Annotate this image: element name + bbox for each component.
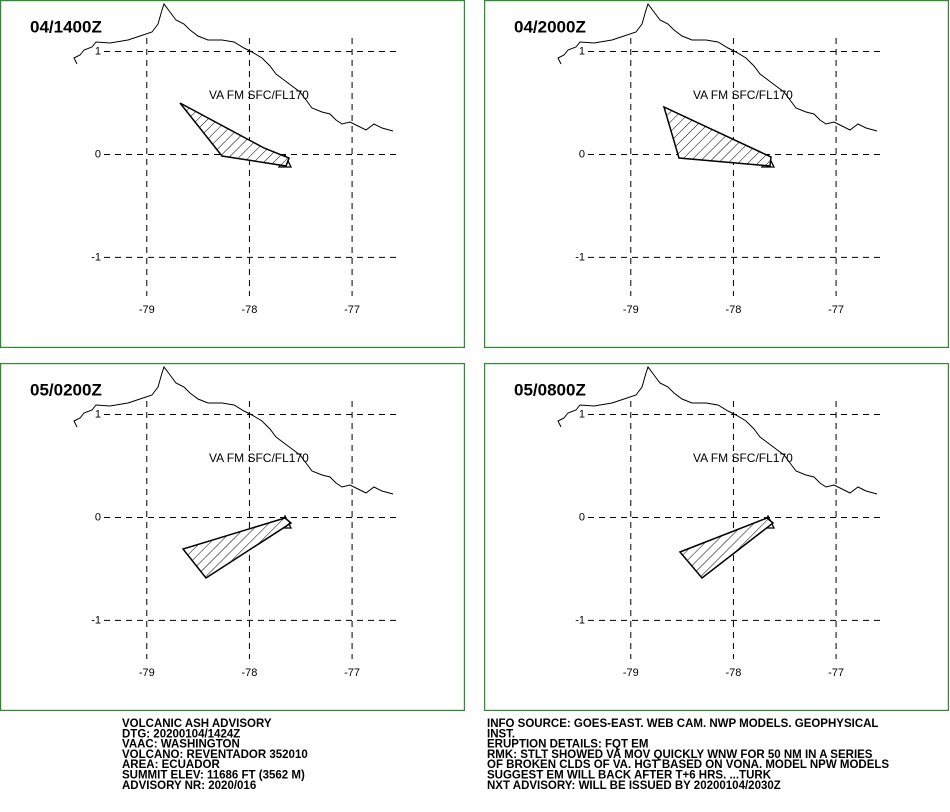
panel-frame	[0, 0, 465, 348]
lon-label: -78	[725, 304, 741, 316]
panel-frame	[484, 0, 949, 348]
layer-label: VA FM SFC/FL170	[209, 451, 309, 465]
lat-label: -1	[575, 251, 585, 263]
advisory-line: RMK: STLT SHOWED VA MOV QUICKLY WNW FOR …	[487, 749, 873, 761]
layer-label: VA FM SFC/FL170	[209, 88, 309, 102]
ash-area	[662, 105, 772, 167]
lon-label: -78	[725, 667, 741, 679]
lon-label: -79	[623, 304, 639, 316]
advisory-line: ADVISORY NR: 2020/016	[122, 780, 256, 792]
coastline	[73, 365, 394, 495]
lat-label: 0	[579, 148, 585, 160]
advisory-line: VAAC: WASHINGTON	[122, 739, 240, 751]
layer-label: VA FM SFC/FL170	[693, 451, 793, 465]
lat-label: 1	[579, 45, 585, 57]
lon-label: -79	[623, 667, 639, 679]
advisory-line: DTG: 20200104/1424Z	[122, 728, 240, 740]
coastline	[557, 365, 878, 495]
lat-label: 1	[95, 45, 101, 57]
lat-label: 0	[95, 148, 101, 160]
lon-label: -77	[828, 667, 844, 679]
advisory-line: ERUPTION DETAILS: FQT EM	[487, 739, 648, 751]
layer-label: VA FM SFC/FL170	[693, 88, 793, 102]
panel-title: 04/1400Z	[30, 17, 102, 36]
advisory-line: SUGGEST EM WILL BACK AFTER T+6 HRS. ...T…	[487, 770, 772, 782]
ash-area	[678, 517, 775, 580]
lon-label: -77	[344, 667, 360, 679]
lon-label: -77	[828, 304, 844, 316]
advisory-line: NXT ADVISORY: WILL BE ISSUED BY 20200104…	[487, 780, 781, 792]
lon-label: -77	[344, 304, 360, 316]
lat-label: -1	[91, 251, 101, 263]
panel-title: 04/2000Z	[514, 17, 586, 36]
advisory-line: VOLCANO: REVENTADOR 352010	[122, 749, 308, 761]
lon-label: -79	[139, 667, 155, 679]
advisory-line: VOLCANIC ASH ADVISORY	[122, 718, 272, 730]
advisory-line: OF BROKEN CLDS OF VA. HGT BASED ON VONA.…	[487, 759, 889, 771]
advisory-line: INST.	[487, 728, 515, 740]
advisory-line: AREA: ECUADOR	[122, 759, 220, 771]
coastline	[73, 2, 394, 132]
map-panel: -79 -78 -77 1 0 -1 04/2000Z VA FM SFC/FL170	[484, 0, 949, 348]
panel-title: 05/0800Z	[514, 380, 586, 399]
advisory-line: SUMMIT ELEV: 11686 FT (3562 M)	[122, 770, 305, 782]
lat-label: 0	[95, 511, 101, 523]
lon-label: -79	[139, 304, 155, 316]
lat-label: -1	[91, 614, 101, 626]
panel-title: 05/0200Z	[30, 380, 102, 399]
ash-area	[179, 102, 290, 167]
ash-area	[181, 517, 293, 579]
coastline	[557, 2, 878, 132]
lat-label: 1	[579, 408, 585, 420]
lat-label: -1	[575, 614, 585, 626]
lat-label: 0	[579, 511, 585, 523]
map-panel: -79 -78 -77 1 0 -1 04/1400Z VA FM SFC/FL170	[0, 0, 465, 348]
lat-label: 1	[95, 408, 101, 420]
lon-label: -78	[241, 667, 257, 679]
advisory-line: INFO SOURCE: GOES-EAST. WEB CAM. NWP MOD…	[487, 718, 878, 730]
lon-label: -78	[241, 304, 257, 316]
